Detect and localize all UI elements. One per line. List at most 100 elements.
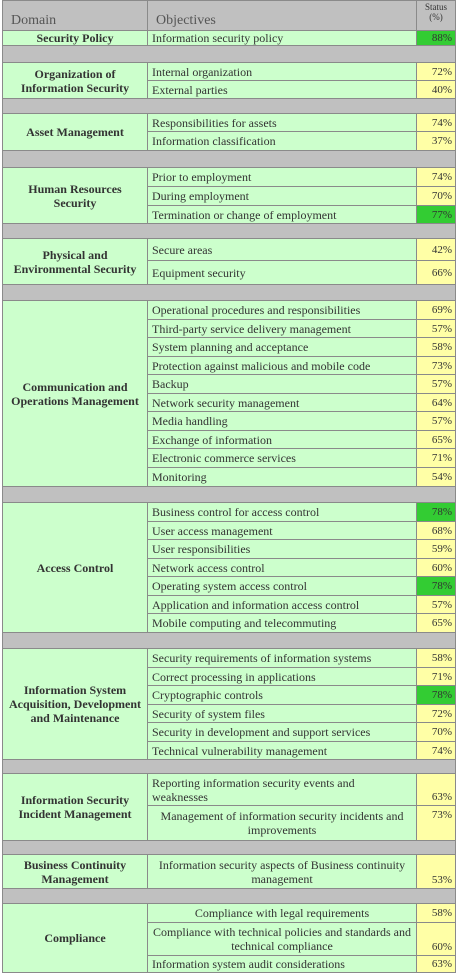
domain-cell: Asset Management — [2, 113, 148, 151]
status-cell: 58% — [416, 903, 456, 923]
domain-cell-text: Compliance — [44, 931, 106, 945]
objective-cell: Compliance with technical policies and s… — [147, 922, 417, 956]
header-cell: Objectives — [147, 0, 417, 31]
status-cell-text: 74% — [431, 744, 452, 757]
domain-cell-text: Access Control — [36, 560, 114, 575]
objective-cell: Compliance with legal requirements — [147, 903, 417, 923]
domain-cell: Communication and Operations Management — [2, 300, 148, 487]
objective-cell: Operating system access control — [147, 576, 417, 596]
objective-cell-text: Security requirements of information sys… — [152, 651, 372, 665]
status-cell-text: 71% — [431, 452, 452, 464]
status-cell: 73% — [416, 805, 456, 841]
status-cell: 72% — [416, 704, 456, 723]
status-cell-text: 60% — [431, 941, 452, 953]
objective-cell-text: Internal organization — [152, 64, 253, 79]
status-cell-text: 68% — [431, 524, 452, 537]
objective-cell-text: Technical vulnerability management — [152, 743, 328, 758]
separator-row — [2, 632, 456, 649]
objective-cell: Operational procedures and responsibilit… — [147, 300, 417, 320]
status-cell-text: 88% — [431, 32, 452, 44]
objective-cell-text: Application and information access contr… — [152, 597, 360, 612]
objective-cell: Third-party service delivery management — [147, 319, 417, 338]
status-cell: 53% — [416, 854, 456, 889]
objective-cell-text: User access management — [152, 523, 273, 538]
header-cell: Domain — [2, 0, 148, 31]
objective-cell-text: Responsibilities for assets — [152, 115, 277, 130]
status-cell: 74% — [416, 113, 456, 132]
status-cell: 63% — [416, 955, 456, 973]
domain-cell-text: Asset Management — [26, 125, 124, 139]
domain-cell-text: Security Policy — [36, 31, 114, 45]
status-cell: 65% — [416, 613, 456, 633]
header-status: Status — [424, 2, 447, 12]
status-cell-text: 53% — [431, 874, 452, 886]
status-cell-text: 71% — [431, 670, 452, 683]
status-cell: 57% — [416, 595, 456, 614]
objective-cell-text: Third-party service delivery management — [152, 321, 351, 336]
objective-cell: Information security aspects of Business… — [147, 854, 417, 889]
separator-row — [2, 150, 456, 168]
status-cell-text: 64% — [431, 396, 452, 409]
status-cell-text: 70% — [431, 726, 452, 738]
objective-cell: Termination or change of employment — [147, 205, 417, 224]
objective-cell-text: Security of system files — [152, 706, 265, 721]
objective-cell: Prior to employment — [147, 167, 417, 187]
status-cell: 71% — [416, 448, 456, 468]
status-cell: 70% — [416, 722, 456, 742]
status-cell: 42% — [416, 238, 456, 261]
status-cell: 71% — [416, 667, 456, 686]
status-cell-text: 78% — [431, 689, 452, 701]
domain-cell-text: Human Resources Security — [28, 181, 122, 210]
status-cell-text: 73% — [431, 809, 452, 821]
objective-cell-text: Cryptographic controls — [152, 688, 263, 702]
objective-cell: Equipment security — [147, 260, 417, 285]
status-cell-text: 42% — [431, 243, 452, 256]
objective-cell: During employment — [147, 186, 417, 206]
objective-cell: Management of information security incid… — [147, 805, 417, 841]
objective-cell: Mobile computing and telecommuting — [147, 613, 417, 633]
domain-cell: Human Resources Security — [2, 167, 148, 224]
status-cell: 74% — [416, 167, 456, 187]
separator-row — [2, 284, 456, 301]
status-cell-text: 72% — [431, 707, 452, 720]
objective-cell-text: Equipment security — [152, 265, 246, 280]
objective-cell-text: Mobile computing and telecommuting — [152, 616, 337, 630]
objective-cell: Internal organization — [147, 62, 417, 81]
objective-cell-text: Media handling — [152, 414, 228, 428]
status-cell-text: 78% — [431, 506, 452, 518]
objective-cell-text: Reporting information security events an… — [152, 775, 355, 804]
status-cell-text: 57% — [431, 378, 452, 390]
status-cell-text: 63% — [431, 791, 452, 803]
objective-cell: Secure areas — [147, 238, 417, 261]
objective-cell: Security requirements of information sys… — [147, 648, 417, 668]
status-cell: 69% — [416, 300, 456, 320]
objective-cell-text: Termination or change of employment — [152, 207, 337, 222]
status-cell: 58% — [416, 337, 456, 357]
objective-cell-text: Operating system access control — [152, 579, 307, 593]
status-cell-text: 73% — [431, 359, 452, 372]
objective-cell: Security in development and support serv… — [147, 722, 417, 742]
status-cell-text: 63% — [431, 958, 452, 970]
separator-row — [2, 759, 456, 774]
separator-row — [2, 98, 456, 114]
domain-cell: Organization of Information Security — [2, 62, 148, 99]
objective-cell-text: During employment — [152, 189, 249, 203]
objective-cell-text: External parties — [152, 82, 228, 97]
domain-cell-text: Communication and Operations Management — [11, 379, 139, 408]
objective-cell-text: Correct processing in applications — [152, 669, 316, 684]
objective-cell-text: Secure areas — [152, 242, 213, 257]
separator-row — [2, 486, 456, 503]
objective-cell-text: Information security policy — [152, 31, 284, 45]
status-cell: 74% — [416, 741, 456, 760]
objective-cell: Responsibilities for assets — [147, 113, 417, 132]
status-cell: 66% — [416, 260, 456, 285]
objective-cell-text: User responsibilities — [152, 542, 251, 556]
objective-cell: Cryptographic controls — [147, 685, 417, 705]
status-cell-text: 54% — [431, 471, 452, 483]
status-cell-text: 58% — [431, 341, 452, 353]
objective-cell-text: Information system audit considerations — [152, 957, 345, 971]
status-cell-text: 66% — [431, 266, 452, 279]
domain-cell-text: Organization of Information Security — [20, 66, 130, 95]
objective-cell-text: Security in development and support serv… — [152, 725, 371, 739]
status-cell: 37% — [416, 131, 456, 151]
